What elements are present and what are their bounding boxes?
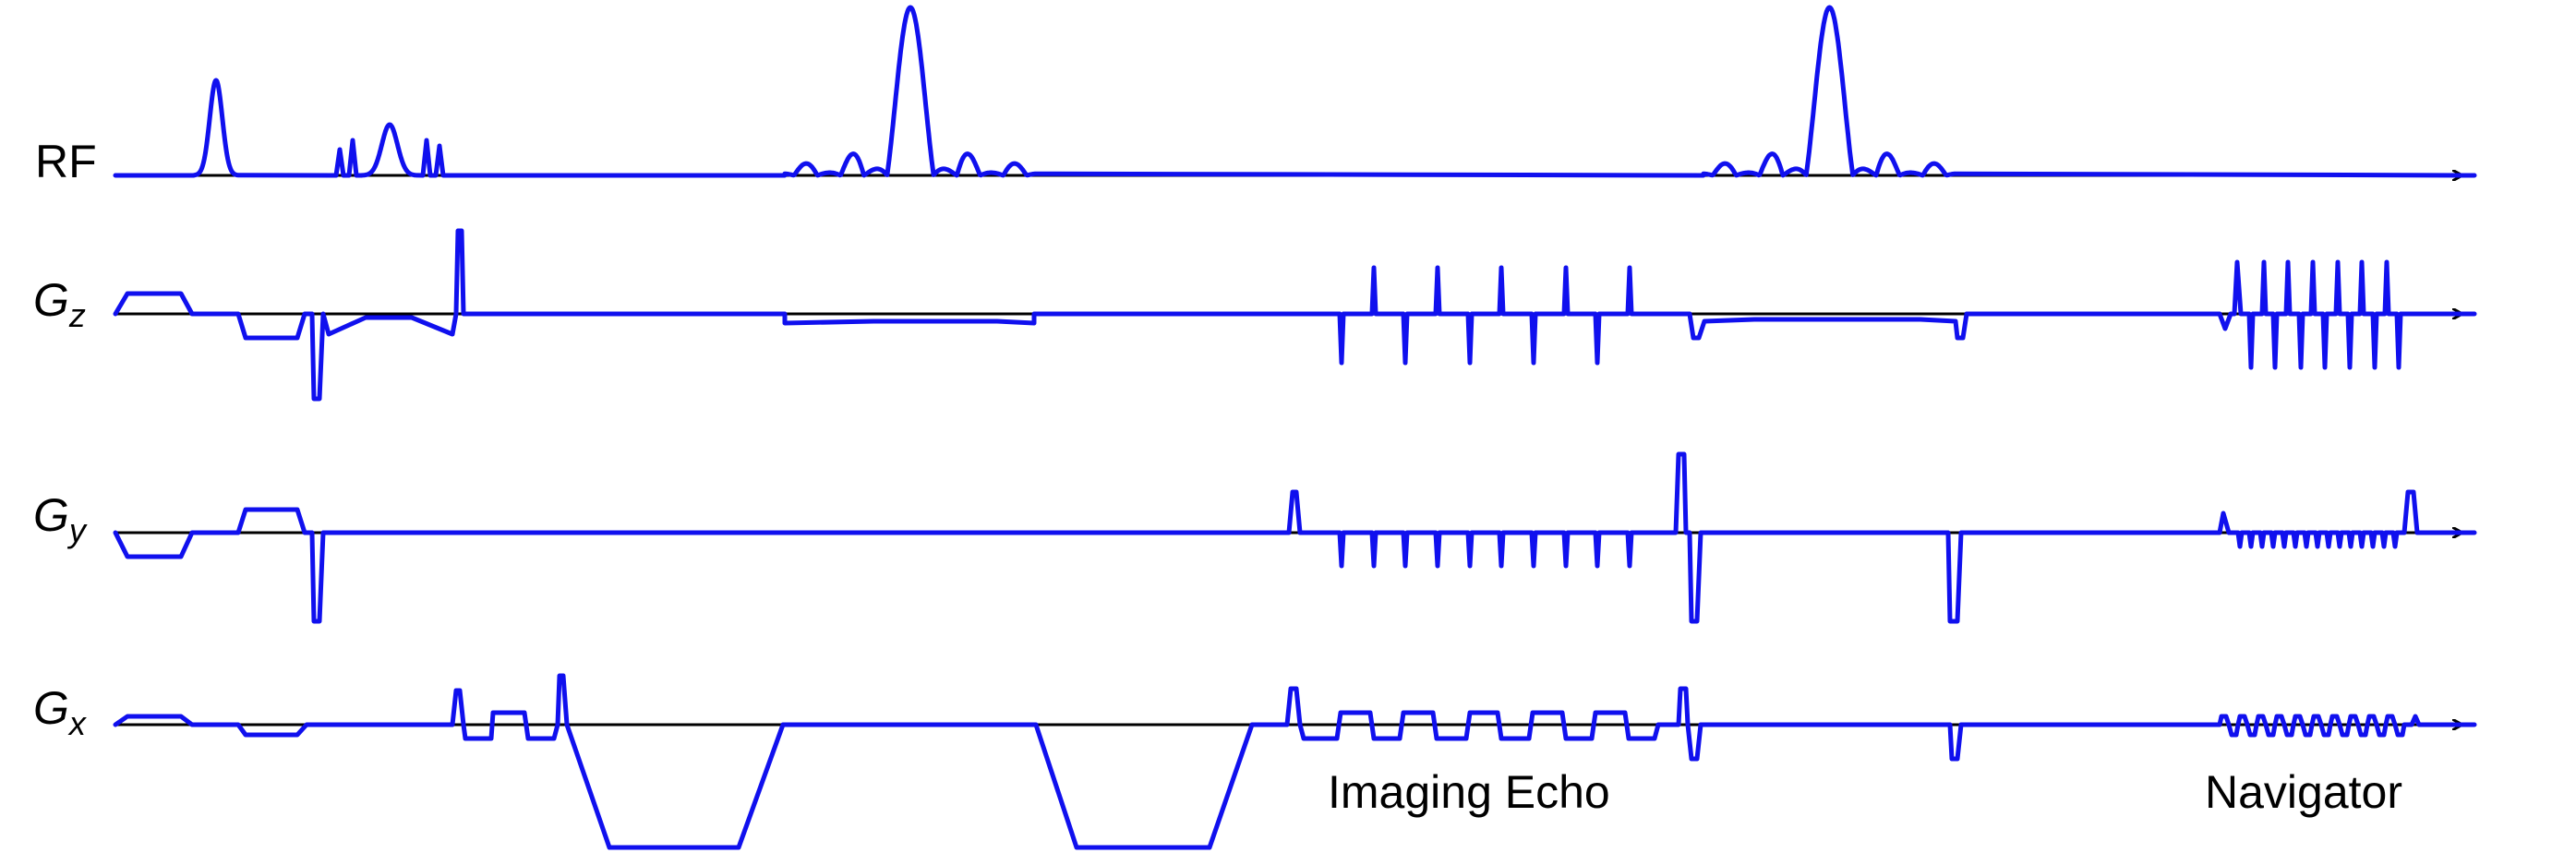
row-label-rf: RF (35, 136, 97, 187)
rf-waveform (113, 5, 2477, 178)
gz-waveform (113, 228, 2477, 402)
row-label-gy: Gy (33, 489, 88, 549)
imaging-echo-label: Imaging Echo (1328, 766, 1610, 818)
row-label-gx: Gx (33, 682, 88, 742)
row-label-gz: Gz (33, 274, 86, 334)
gy-waveform (113, 451, 2477, 624)
navigator-label: Navigator (2205, 766, 2402, 818)
gx-waveform (113, 673, 2477, 850)
